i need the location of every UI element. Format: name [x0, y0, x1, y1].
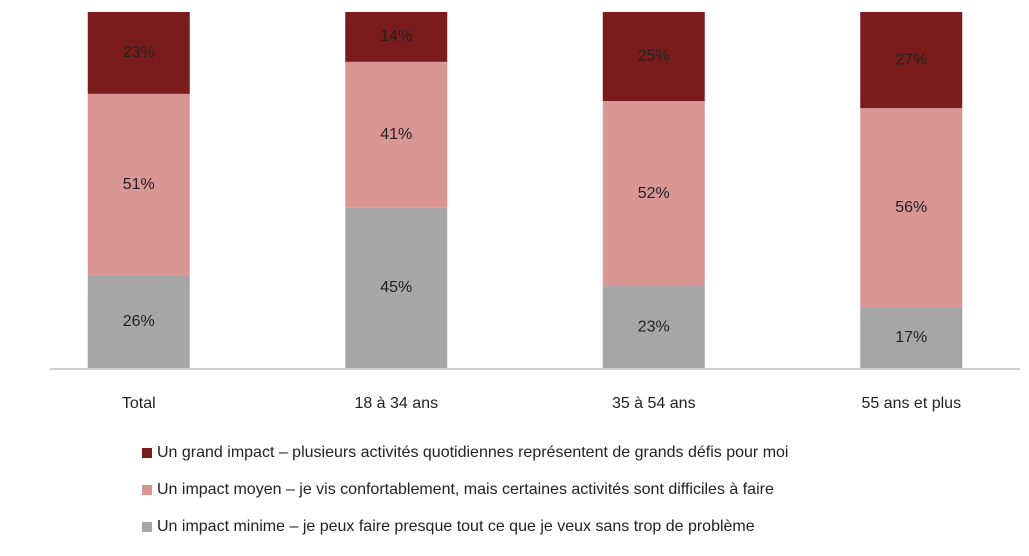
- bar-segment: [860, 12, 963, 109]
- data-label: 51%: [123, 176, 155, 193]
- x-tick-label: 55 ans et plus: [861, 395, 961, 412]
- data-label: 14%: [380, 28, 412, 45]
- data-label: 41%: [380, 126, 412, 143]
- bar-segment: [345, 12, 448, 62]
- legend-swatch: [142, 448, 152, 458]
- data-label: 17%: [895, 329, 927, 346]
- bar-segment: [602, 286, 705, 368]
- bar-segment: [87, 275, 190, 368]
- legend-swatch: [142, 485, 152, 495]
- x-tick-label: 18 à 34 ans: [354, 395, 438, 412]
- data-label: 45%: [380, 279, 412, 296]
- legend-label: Un grand impact – plusieurs activités qu…: [157, 444, 788, 461]
- data-label: 23%: [123, 44, 155, 61]
- x-tick-label: Total: [122, 395, 156, 412]
- data-label: 25%: [638, 48, 670, 65]
- bar-segment: [860, 307, 963, 368]
- bar-segment: [602, 101, 705, 287]
- legend-swatch: [142, 522, 152, 532]
- x-tick-label: 35 à 54 ans: [612, 395, 696, 412]
- bar-segment: [87, 12, 190, 94]
- bar-segment: [345, 207, 448, 368]
- data-label: 56%: [895, 199, 927, 216]
- data-label: 23%: [638, 318, 670, 335]
- legend-label: Un impact minime – je peux faire presque…: [157, 518, 755, 535]
- bar-segment: [602, 12, 705, 101]
- bar-segment: [345, 61, 448, 208]
- legend-label: Un impact moyen – je vis confortablement…: [157, 481, 774, 498]
- data-label: 27%: [895, 51, 927, 68]
- bar-segment: [860, 108, 963, 308]
- data-label: 26%: [123, 313, 155, 330]
- data-label: 52%: [638, 185, 670, 202]
- bar-segment: [87, 93, 190, 276]
